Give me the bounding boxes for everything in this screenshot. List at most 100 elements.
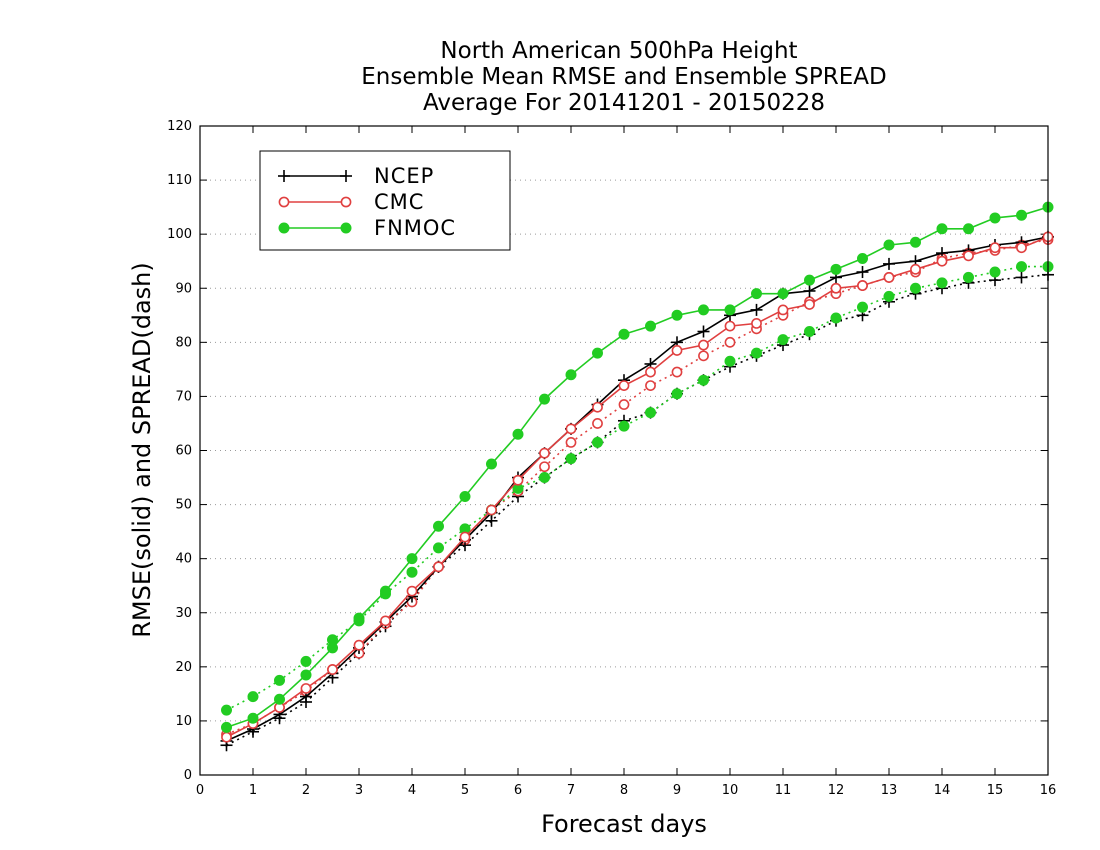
fnmoc-rmse-point [406, 553, 418, 565]
fnmoc-spread-point [406, 566, 418, 578]
cmc-rmse-point [857, 280, 868, 291]
cmc-rmse-point [751, 318, 762, 329]
chart-title: North American 500hPa Height Ensemble Me… [361, 38, 886, 116]
x-tick-label: 1 [249, 783, 257, 798]
fnmoc-rmse-point [830, 263, 842, 275]
legend-label: CMC [374, 190, 424, 214]
cmc-rmse-point [883, 272, 895, 283]
ncep-rmse-point [883, 257, 895, 270]
cmc-rmse-point [989, 242, 1001, 254]
ncep-rmse-point [750, 303, 763, 316]
cmc-rmse-point [406, 585, 418, 597]
fnmoc-spread-point [857, 301, 868, 313]
legend-marker [278, 222, 290, 234]
cmc-spread-point [539, 461, 550, 473]
cmc-rmse-point [539, 447, 550, 459]
x-tick-label: 14 [934, 783, 951, 798]
fnmoc-spread-point [592, 436, 603, 448]
fnmoc-spread-point [247, 691, 259, 703]
y-tick-label: 60 [175, 444, 192, 459]
fnmoc-rmse-point [327, 642, 338, 654]
x-tick-label: 8 [620, 783, 628, 798]
cmc-rmse-point [804, 299, 815, 310]
y-tick-label: 20 [175, 660, 192, 675]
x-axis-label: Forecast days [541, 810, 707, 838]
fnmoc-spread-point [963, 271, 974, 283]
cmc-spread-point [618, 399, 630, 410]
cmc-spread-point [698, 350, 709, 362]
cmc-rmse-line [226, 236, 1049, 738]
cmc-rmse-point [963, 250, 974, 262]
fnmoc-spread-point [830, 312, 842, 324]
fnmoc-spread-point [645, 407, 656, 419]
fnmoc-spread-point [221, 704, 232, 716]
ncep-rmse-series [220, 230, 1054, 747]
legend-entry-fnmoc: FNMOC [278, 216, 455, 240]
fnmoc-rmse-point [565, 369, 577, 381]
y-tick-label: 30 [175, 606, 192, 621]
cmc-spread-point [592, 418, 603, 429]
y-axis-label: RMSE(solid) and SPREAD(dash) [128, 262, 156, 638]
ncep-rmse-point [856, 266, 869, 279]
x-tick-label: 15 [987, 783, 1004, 798]
fnmoc-rmse-point [300, 669, 312, 681]
cmc-rmse-point [777, 304, 789, 316]
cmc-rmse-point [830, 282, 842, 294]
x-tick-label: 4 [408, 783, 416, 798]
ncep-spread-series [220, 268, 1054, 752]
fnmoc-spread-point [883, 290, 895, 302]
cmc-spread-point [645, 380, 656, 391]
fnmoc-rmse-point [486, 458, 497, 470]
cmc-rmse-point [512, 474, 524, 486]
fnmoc-rmse-point [724, 304, 736, 316]
ncep-rmse-line [226, 236, 1049, 742]
fnmoc-spread-point [671, 388, 683, 400]
fnmoc-rmse-point [539, 393, 550, 405]
legend-box [259, 150, 511, 251]
fnmoc-spread-point [936, 277, 948, 289]
fnmoc-rmse-point [274, 693, 285, 705]
legend-marker [340, 222, 352, 234]
fnmoc-rmse-point [698, 304, 709, 316]
legend-entry-cmc: CMC [278, 190, 424, 214]
fnmoc-spread-point [274, 674, 285, 686]
fnmoc-spread-point [777, 334, 789, 346]
fnmoc-spread-point [618, 420, 630, 432]
cmc-rmse-point [433, 561, 444, 573]
legend-label: NCEP [374, 164, 434, 188]
cmc-rmse-point [618, 380, 630, 391]
fnmoc-rmse-point [910, 236, 921, 248]
legend-marker [340, 196, 352, 208]
fnmoc-rmse-point [883, 239, 895, 251]
title-line-3: Average For 20141201 - 20150228 [423, 90, 825, 116]
x-tick-label: 11 [775, 783, 792, 798]
legend-marker [278, 196, 290, 208]
y-tick-label: 80 [175, 335, 192, 350]
fnmoc-spread-point [300, 655, 312, 667]
ncep-spread-line [226, 273, 1049, 747]
fnmoc-spread-point [751, 347, 762, 359]
fnmoc-spread-point [804, 326, 815, 338]
plot-series [220, 201, 1054, 752]
fnmoc-rmse-point [221, 721, 232, 733]
cmc-rmse-point [698, 339, 709, 351]
x-tick-label: 3 [355, 783, 363, 798]
fnmoc-spread-point [910, 282, 921, 294]
y-tick-label: 50 [175, 498, 192, 513]
legend-marker [278, 170, 290, 182]
cmc-rmse-series [221, 231, 1054, 743]
cmc-rmse-point [645, 366, 656, 378]
legend-entry-ncep: NCEP [278, 164, 434, 188]
cmc-rmse-point [353, 639, 365, 651]
fnmoc-spread-point [989, 266, 1001, 278]
ncep-rmse-point [697, 325, 710, 338]
x-tick-label: 12 [828, 783, 845, 798]
fnmoc-rmse-point [804, 274, 815, 286]
cmc-spread-point [724, 336, 736, 348]
cmc-rmse-point [300, 683, 312, 694]
fnmoc-rmse-point [777, 288, 789, 300]
cmc-rmse-point [724, 320, 736, 332]
